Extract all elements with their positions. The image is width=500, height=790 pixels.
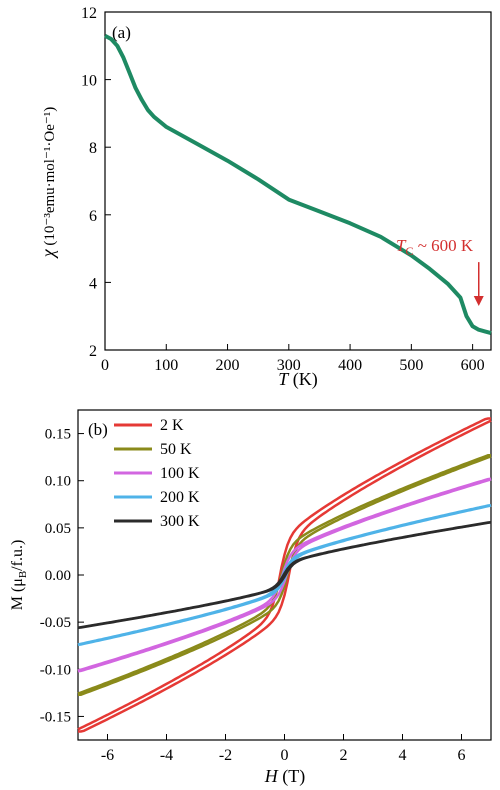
y-tick-label: -0.05 [40,615,71,631]
panel-a-label: (a) [112,23,131,42]
panel-b-y-ticks: -0.15 -0.10 -0.05 0.00 0.05 0.10 0.15 [40,427,84,725]
mh-loop-50k-ascending [78,455,492,696]
panel-a-series [104,33,492,336]
x-tick-label: 0 [101,357,109,374]
y-tick-label: 0.10 [45,474,71,490]
panel-b-chart: -6 -4 -2 0 2 4 6 -0.15 -0.10 -0.05 0.00 0.05 0.10 0.… [9,409,492,787]
mh-loop-100k-descending [77,477,492,672]
y-tick-label: 10 [81,73,97,90]
panel-b-y-label: M (μB/f.u.) [9,540,29,611]
mh-loop-2k-descending [77,417,491,731]
x-tick-label: 2 [340,747,348,764]
chi-vs-temperature-curve [104,33,492,336]
y-tick-label: 0.15 [45,427,71,443]
y-tick-label: 12 [81,5,97,22]
panel-b-series [77,417,492,733]
panel-b-legend: 2 K 50 K 100 K 200 K 300 K [114,417,200,530]
x-tick-label: -4 [160,747,173,764]
x-tick-label: 600 [461,357,485,374]
x-tick-label: 4 [399,747,407,764]
y-tick-label: 8 [89,140,97,157]
panel-a-chart: 0 100 200 300 400 500 600 2 4 6 8 10 12 (a) TC ~ 60… [38,5,492,390]
y-tick-label: 6 [89,208,97,225]
panel-a-frame [104,11,492,351]
arrow-head [473,296,484,307]
y-tick-label: 2 [89,343,97,360]
tc-symbol: T [396,236,407,255]
x-tick-label: 300 [277,357,301,374]
y-tick-label: 0.00 [45,568,71,584]
y-tick-label: -0.15 [40,709,71,725]
panel-b-x-label: H (T) [264,766,305,787]
mh-loop-300k-descending [77,520,492,629]
legend-label: 300 K [160,513,200,530]
tc-arrow [473,262,484,307]
panel-b-x-ticks: -6 -4 -2 0 2 4 6 [101,734,466,764]
x-tick-label: 400 [338,357,362,374]
tc-value: ~ 600 K [413,236,473,255]
mh-loop-50k-descending [77,454,491,695]
x-tick-label: 0 [281,747,289,764]
y-tick-label: 0.05 [45,521,71,537]
mh-loop-2k-ascending [78,419,492,733]
legend-label: 2 K [160,417,184,434]
x-tick-label: 200 [216,357,240,374]
panel-a-annotation: TC ~ 600 K [396,236,474,258]
y-tick-label: 4 [89,275,97,292]
x-tick-label: 6 [458,747,466,764]
legend-label: 200 K [160,489,200,506]
x-tick-label: 100 [154,357,178,374]
legend-label: 50 K [160,441,192,458]
panel-a-y-ticks: 2 4 6 8 10 12 [81,5,111,360]
x-tick-label: -6 [101,747,114,764]
panel-a-y-label: χ (10⁻³emu·mol⁻¹·Oe⁻¹) [38,107,58,260]
x-tick-label: 500 [399,357,423,374]
panel-a-x-ticks: 0 100 200 300 400 500 600 [101,344,485,374]
tc-subscript: C [405,244,413,258]
x-tick-label: -2 [219,747,232,764]
y-tick-label: -0.10 [40,662,71,678]
legend-label: 100 K [160,465,200,482]
panel-b-label: (b) [88,420,108,439]
panel-a-x-label: T (K) [278,369,318,390]
